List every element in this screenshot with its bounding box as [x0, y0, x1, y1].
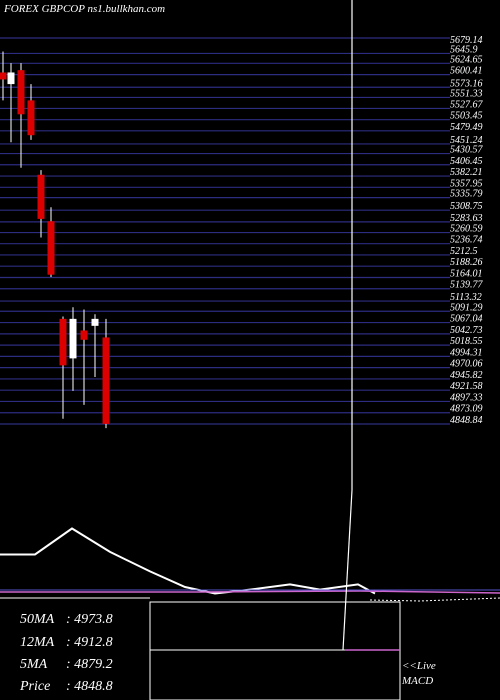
price-level-label: 5236.74	[450, 235, 483, 246]
price-level-label: 5308.75	[450, 201, 483, 212]
price-level-label: 5091.29	[450, 302, 483, 313]
price-level-label: 4921.58	[450, 381, 483, 392]
price-level-label: 5283.63	[450, 213, 483, 224]
price-level-label: 5573.16	[450, 78, 483, 89]
candle-body	[0, 72, 7, 80]
chart-header: FOREX GBPCOP ns1.bullkhan.com	[4, 3, 166, 15]
price-level-label: 5018.55	[450, 336, 483, 347]
price-level-label: 5451.24	[450, 135, 483, 146]
price-level-label: 5042.73	[450, 325, 483, 336]
stat-label: 50MA	[20, 612, 55, 627]
current-bar-marker-lower	[342, 489, 353, 651]
stat-label: 12MA	[20, 635, 55, 650]
price-level-label: 5164.01	[450, 268, 483, 279]
price-level-label: 5139.77	[450, 280, 484, 291]
price-level-label: 5212.5	[450, 246, 478, 257]
price-level-label: 5645.9	[450, 44, 478, 55]
price-level-label: 5600.41	[450, 66, 483, 77]
price-level-label: 5479.49	[450, 122, 483, 133]
price-level-label: 5406.45	[450, 156, 483, 167]
price-level-label: 4897.33	[450, 392, 483, 403]
stat-value: : 4973.8	[66, 612, 113, 627]
stat-value: : 4848.8	[66, 679, 113, 694]
candle-body	[37, 174, 45, 219]
candle-body	[7, 72, 15, 85]
stat-price: Price : 4848.8	[20, 679, 113, 695]
price-level-label: 4945.82	[450, 370, 483, 381]
candle-body	[102, 337, 110, 424]
candle-body	[80, 330, 88, 340]
price-level-label: 5503.45	[450, 111, 483, 122]
macd-label: MACD	[402, 675, 434, 687]
candle-body	[59, 318, 67, 366]
stat-label: Price	[20, 679, 51, 694]
stat-value: : 4879.2	[66, 657, 113, 672]
price-level-label: 4970.06	[450, 359, 483, 370]
candle-body	[27, 100, 35, 136]
signal-line	[0, 590, 500, 594]
price-level-label: 5430.57	[450, 145, 484, 156]
stat-12ma: 12MA : 4912.8	[20, 635, 113, 651]
macd-line	[0, 527, 376, 595]
price-axis-top-label: 5679.14	[450, 35, 483, 46]
candle-body	[69, 318, 77, 359]
stat-5ma: 5MA : 4879.2	[20, 657, 113, 673]
stat-50ma: 50MA : 4973.8	[20, 612, 113, 628]
price-level-label: 4873.09	[450, 404, 483, 415]
price-level-label: 5113.32	[450, 292, 482, 303]
price-level-label: 5335.79	[450, 189, 483, 200]
price-level-label: 5188.26	[450, 257, 483, 268]
price-level-label: 5357.95	[450, 178, 483, 189]
stat-value: : 4912.8	[66, 635, 113, 650]
price-level-label: 5624.65	[450, 54, 483, 65]
price-level-label: 5067.04	[450, 314, 483, 325]
candle-body	[47, 221, 55, 275]
price-level-label: 5527.67	[450, 99, 484, 110]
live-link[interactable]: <<Live	[402, 660, 436, 672]
price-level-label: 5551.33	[450, 88, 483, 99]
zoom-box	[149, 601, 401, 700]
price-level-label: 4994.31	[450, 347, 483, 358]
stat-label: 5MA	[20, 657, 48, 672]
price-level-label: 4848.84	[450, 415, 483, 426]
candle-body	[17, 70, 25, 115]
macd-histogram	[369, 597, 500, 602]
price-level-label: 5260.59	[450, 224, 483, 235]
price-level-label: 5382.21	[450, 167, 483, 178]
candle-body	[91, 318, 99, 326]
